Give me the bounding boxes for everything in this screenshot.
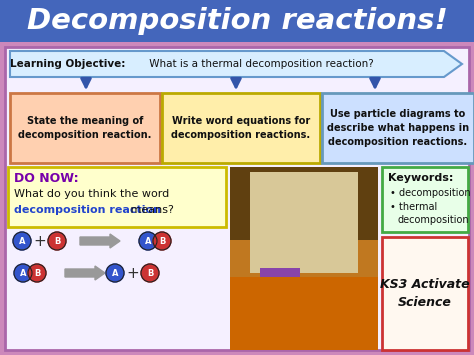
Circle shape — [48, 232, 66, 250]
Bar — [382, 237, 468, 350]
Bar — [230, 167, 378, 240]
Text: +: + — [127, 266, 139, 280]
Text: B: B — [159, 236, 165, 246]
Text: A: A — [20, 268, 26, 278]
Circle shape — [106, 264, 124, 282]
Bar — [0, 0, 474, 42]
Text: decomposition reaction: decomposition reaction — [14, 205, 161, 215]
Text: means?: means? — [127, 205, 174, 215]
Text: • thermal: • thermal — [390, 202, 437, 212]
Text: A: A — [145, 236, 151, 246]
Bar — [8, 167, 226, 227]
Circle shape — [139, 232, 157, 250]
Circle shape — [13, 232, 31, 250]
Bar — [322, 93, 474, 163]
Text: decomposition: decomposition — [398, 215, 470, 225]
Circle shape — [28, 264, 46, 282]
Circle shape — [153, 232, 171, 250]
Text: Keywords:: Keywords: — [388, 173, 453, 183]
Text: KS3 Activate
Science: KS3 Activate Science — [380, 278, 470, 310]
Text: B: B — [34, 268, 40, 278]
Text: B: B — [54, 236, 60, 246]
Text: DO NOW:: DO NOW: — [14, 171, 79, 185]
Text: Learning Objective:: Learning Objective: — [10, 59, 129, 69]
Text: A: A — [19, 236, 25, 246]
Text: Decomposition reactions!: Decomposition reactions! — [27, 7, 447, 35]
Text: A: A — [112, 268, 118, 278]
Text: What do you think the word: What do you think the word — [14, 189, 169, 199]
Bar — [230, 277, 378, 350]
Bar — [5, 47, 469, 350]
Circle shape — [141, 264, 159, 282]
Text: +: + — [34, 234, 46, 248]
Text: What is a thermal decomposition reaction?: What is a thermal decomposition reaction… — [146, 59, 374, 69]
Bar — [10, 93, 160, 163]
Bar — [382, 167, 468, 232]
Text: Write word equations for
decomposition reactions.: Write word equations for decomposition r… — [172, 116, 310, 140]
Circle shape — [14, 264, 32, 282]
FancyArrow shape — [80, 234, 120, 248]
Bar — [162, 93, 320, 163]
FancyArrow shape — [65, 266, 105, 280]
Polygon shape — [10, 51, 462, 77]
Text: B: B — [147, 268, 153, 278]
Text: • decomposition: • decomposition — [390, 188, 471, 198]
Bar — [250, 172, 358, 273]
Text: State the meaning of
decomposition reaction.: State the meaning of decomposition react… — [18, 116, 152, 140]
Bar — [260, 268, 300, 341]
Bar — [230, 167, 378, 350]
Text: Use particle diagrams to
describe what happens in
decomposition reactions.: Use particle diagrams to describe what h… — [327, 109, 469, 147]
